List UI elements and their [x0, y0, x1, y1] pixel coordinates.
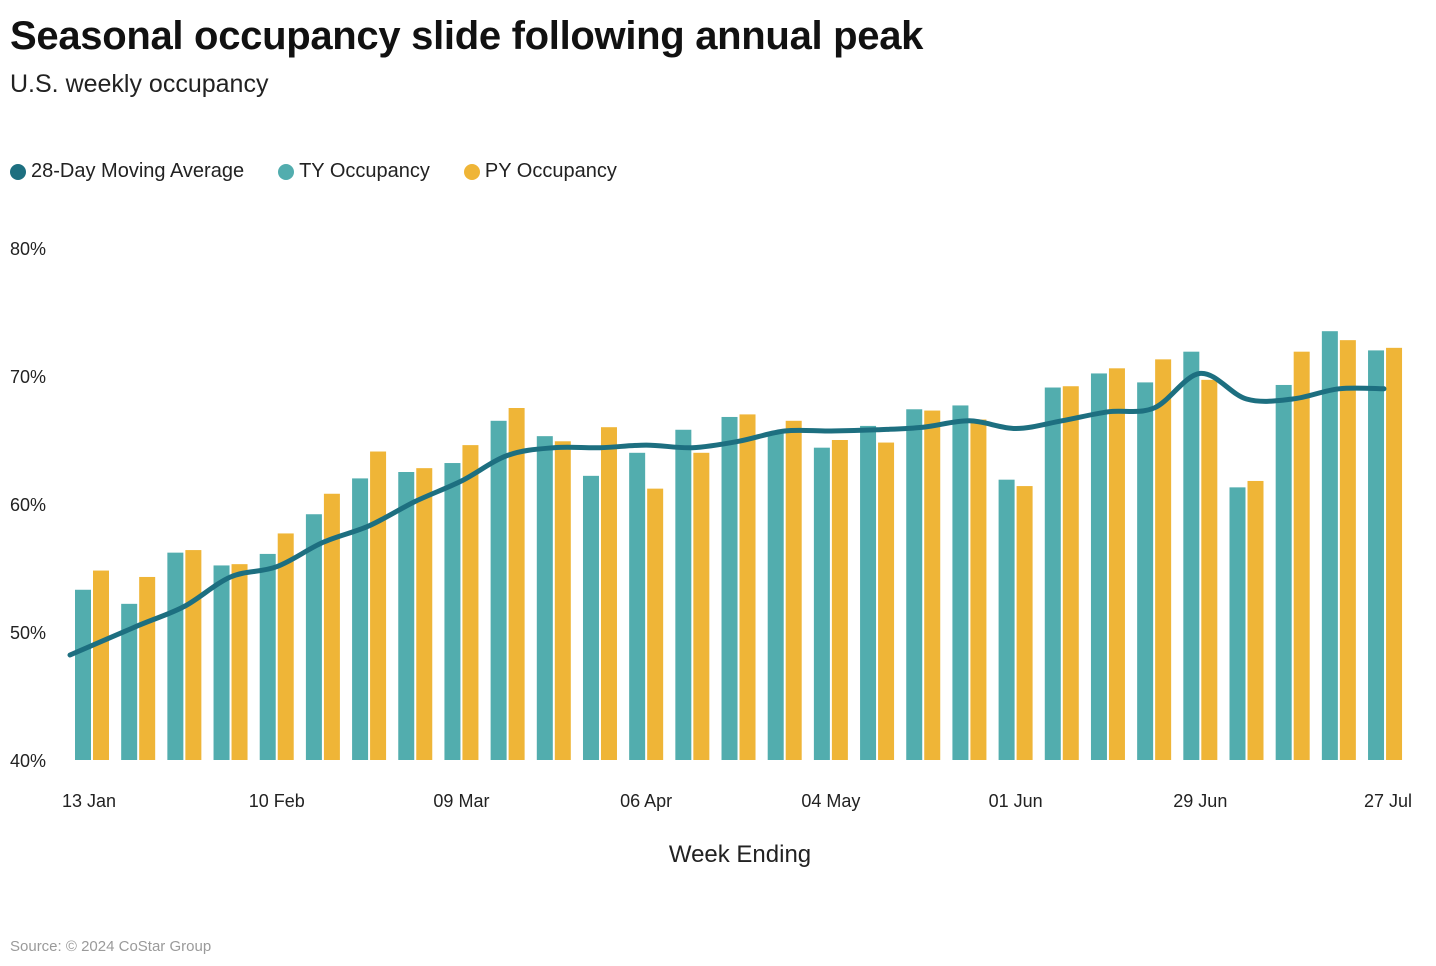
x-tick-label: 29 Jun: [1173, 791, 1227, 811]
ty-occupancy-bar: [490, 420, 507, 760]
py-occupancy-bar: [785, 420, 802, 760]
py-occupancy-bar: [1155, 359, 1172, 760]
ty-occupancy-bar: [767, 433, 784, 760]
ty-occupancy-bar: [1321, 331, 1338, 760]
legend-dot-py-occupancy: [463, 163, 480, 180]
ty-occupancy-bar: [167, 552, 184, 760]
ty-occupancy-bar: [675, 429, 692, 760]
legend-label-py-occupancy: PY Occupancy: [484, 160, 617, 182]
ty-occupancy-bar: [582, 475, 599, 760]
ty-occupancy-bar: [213, 565, 230, 760]
ty-occupancy-bar: [536, 436, 553, 760]
x-tick-label: 06 Apr: [620, 791, 672, 811]
ty-occupancy-bar: [259, 553, 276, 760]
y-tick-label: 50%: [10, 623, 46, 643]
py-occupancy-bar: [1201, 379, 1218, 760]
ty-occupancy-bar: [75, 589, 91, 760]
py-occupancy-bar: [831, 440, 848, 760]
py-occupancy-bar: [647, 488, 664, 760]
ty-occupancy-bar: [813, 447, 830, 760]
legend-item-moving-average: 28-Day Moving Average: [10, 160, 244, 183]
ty-occupancy-bar: [1137, 382, 1154, 760]
ty-occupancy-bar: [629, 452, 646, 760]
py-occupancy-bar: [1247, 480, 1264, 760]
py-occupancy-bar: [600, 427, 617, 760]
py-occupancy-bar: [1108, 368, 1125, 760]
x-tick-label: 27 Jul: [1364, 791, 1412, 811]
py-occupancy-bar: [554, 441, 571, 760]
py-occupancy-bar: [878, 442, 895, 760]
py-occupancy-bar: [139, 576, 156, 760]
py-occupancy-bar: [277, 533, 294, 760]
moving-average-line: [67, 370, 1387, 658]
ty-occupancy-bar: [1229, 487, 1246, 760]
y-tick-label: 40%: [10, 751, 46, 771]
legend-dot-ty-occupancy: [278, 163, 295, 180]
ty-occupancy-bar: [444, 463, 461, 760]
ty-occupancy-bar: [352, 478, 369, 760]
ty-occupancy-bar: [952, 405, 969, 760]
py-occupancy-bar: [924, 410, 941, 760]
py-occupancy-bar: [370, 451, 387, 760]
ty-occupancy-bar: [1090, 373, 1107, 760]
ty-occupancy-bar: [398, 472, 415, 760]
ty-occupancy-bar: [305, 514, 322, 760]
py-occupancy-bar: [693, 452, 710, 760]
source-note: Source: © 2024 CoStar Group: [10, 938, 212, 955]
legend-item-ty-occupancy: TY Occupancy: [278, 160, 430, 183]
ty-occupancy-bar: [721, 416, 738, 760]
occupancy-chart: 40% 50% 60% 70% 80% 13 Jan 10 Feb 09 Mar 06 Apr…: [10, 239, 1412, 868]
py-occupancy-bar: [1293, 351, 1310, 760]
py-occupancy-bar: [185, 550, 202, 760]
py-occupancy-bar: [1339, 340, 1356, 760]
py-occupancy-bar: [508, 408, 525, 760]
ty-occupancy-bar: [1183, 351, 1200, 760]
legend-item-py-occupancy: PY Occupancy: [463, 160, 617, 183]
legend-dot-moving-average: [10, 163, 26, 180]
y-tick-label: 80%: [10, 239, 46, 259]
chart-subtitle: U.S. weekly occupancy: [10, 70, 269, 98]
py-occupancy-bar: [462, 445, 479, 760]
y-tick-label: 60%: [10, 495, 46, 515]
ty-occupancy-bar: [1368, 350, 1385, 760]
py-occupancy-bar: [970, 419, 987, 760]
py-occupancy-bar: [93, 570, 109, 760]
py-occupancy-bar: [323, 493, 340, 760]
legend-label-ty-occupancy: TY Occupancy: [299, 160, 430, 182]
py-occupancy-bar: [416, 468, 433, 760]
py-occupancy-bar: [739, 414, 756, 760]
py-occupancy-bar: [1386, 347, 1403, 760]
ty-occupancy-bar: [860, 425, 877, 760]
chart-title: Seasonal occupancy slide following annua…: [10, 14, 924, 58]
ty-occupancy-bar: [998, 479, 1015, 760]
ty-occupancy-bar: [1275, 384, 1292, 760]
y-axis-ticks: 40% 50% 60% 70% 80%: [10, 239, 46, 771]
x-tick-label: 09 Mar: [433, 791, 489, 811]
x-tick-label: 01 Jun: [989, 791, 1043, 811]
bars: [75, 331, 1403, 760]
ty-occupancy-bar: [121, 603, 138, 760]
legend: 28-Day Moving Average TY Occupancy PY Oc…: [10, 160, 651, 183]
x-tick-label: 04 May: [801, 791, 860, 811]
x-axis-ticks: 13 Jan 10 Feb 09 Mar 06 Apr 04 May 01 Jun 29 J…: [62, 791, 1412, 811]
py-occupancy-bar: [231, 564, 248, 760]
legend-label-moving-average: 28-Day Moving Average: [31, 160, 245, 182]
py-occupancy-bar: [1062, 386, 1079, 760]
py-occupancy-bar: [1016, 486, 1033, 760]
ty-occupancy-bar: [1044, 387, 1061, 760]
x-tick-label: 10 Feb: [249, 791, 305, 811]
x-axis-title: Week Ending: [669, 841, 811, 868]
moving-average-layer: [67, 370, 1387, 658]
x-tick-label: 13 Jan: [62, 791, 116, 811]
y-tick-label: 70%: [10, 367, 46, 387]
ty-occupancy-bar: [906, 409, 923, 760]
